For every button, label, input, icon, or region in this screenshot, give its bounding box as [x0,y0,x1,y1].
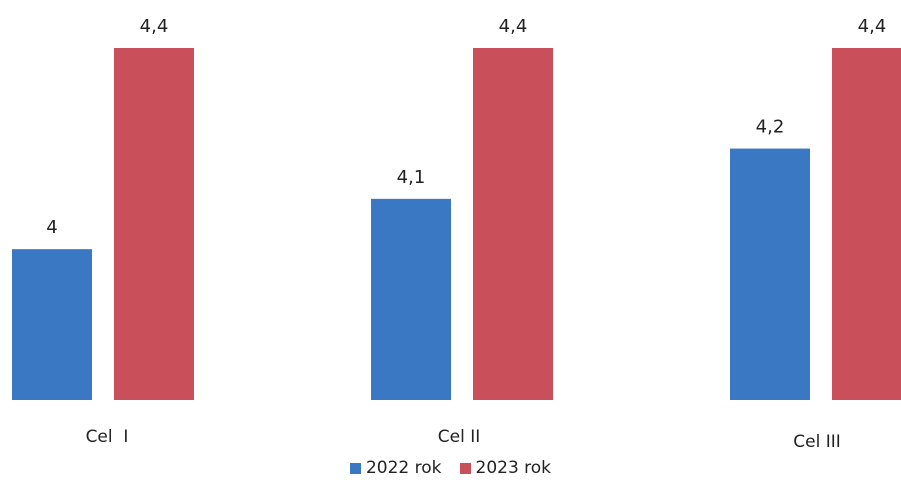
bar-chart: 4 4,4 Cel I 4,1 4,4 Cel II 4,2 4,4 Cel III [12,16,901,450]
bar-2023-cat-2 [473,48,553,400]
value-label-2022-cat-1: 4 [46,217,57,238]
legend-label-2022: 2022 rok [365,458,442,478]
category-label-1: Cel I [86,427,129,447]
legend-label-2023: 2023 rok [475,458,552,478]
category-label-2: Cel II [438,427,480,447]
bar-2022-cat-1 [12,249,92,400]
bar-2023-cat-3 [832,48,901,400]
bar-2022-cat-2 [371,198,451,400]
bars-group [12,48,901,400]
legend: 2022 rok 2023 rok [0,458,901,478]
legend-item-2023: 2023 rok [459,458,552,478]
legend-item-2022: 2022 rok [349,458,442,478]
value-label-2023-cat-3: 4,4 [858,16,887,37]
bar-2022-cat-3 [730,148,810,400]
value-label-2023-cat-2: 4,4 [499,16,528,37]
category-label-3: Cel III [793,432,841,450]
value-label-2022-cat-3: 4,2 [756,117,785,138]
bar-2023-cat-1 [114,48,194,400]
value-label-2023-cat-1: 4,4 [140,16,169,37]
labels-group: 4 4,4 Cel I 4,1 4,4 Cel II 4,2 4,4 Cel III [46,16,886,450]
legend-swatch-2023 [459,462,471,474]
value-label-2022-cat-2: 4,1 [397,167,426,188]
legend-swatch-2022 [349,462,361,474]
